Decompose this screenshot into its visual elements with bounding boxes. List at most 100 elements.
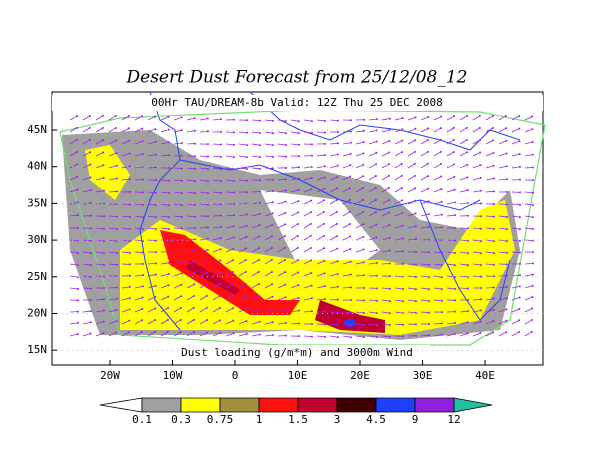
wind-arrow bbox=[186, 179, 195, 182]
wind-arrow bbox=[238, 295, 247, 301]
wind-arrow bbox=[147, 319, 156, 325]
wind-arrow bbox=[186, 272, 195, 277]
wind-arrow-head bbox=[388, 117, 391, 120]
wind-arrow bbox=[264, 334, 273, 337]
wind-arrow-head bbox=[479, 309, 482, 312]
wind-arrow bbox=[446, 151, 455, 157]
wind-arrow-head bbox=[349, 273, 352, 276]
wind-arrow-head bbox=[101, 114, 104, 117]
wind-arrow-head bbox=[362, 163, 365, 166]
wind-arrow-head bbox=[349, 164, 352, 167]
wind-arrow bbox=[316, 235, 325, 241]
wind-arrow bbox=[82, 310, 91, 313]
wind-arrow bbox=[82, 115, 91, 121]
wind-arrow-head bbox=[336, 187, 339, 190]
wind-arrow-head bbox=[271, 295, 274, 298]
wind-arrow-head bbox=[284, 309, 287, 312]
wind-arrow-head bbox=[114, 114, 117, 117]
wind-arrow-head bbox=[479, 331, 482, 334]
wind-arrow bbox=[446, 251, 455, 254]
wind-arrow-head bbox=[205, 283, 208, 286]
colorbar-segment bbox=[141, 397, 182, 413]
wind-arrow bbox=[394, 175, 403, 181]
wind-arrow-head bbox=[505, 228, 508, 231]
wind-arrow bbox=[199, 179, 208, 182]
wind-arrow bbox=[420, 163, 429, 169]
wind-arrow bbox=[121, 215, 130, 218]
wind-arrow bbox=[121, 320, 130, 325]
wind-arrow bbox=[394, 311, 403, 314]
wind-arrow bbox=[199, 118, 208, 121]
wind-arrow-head bbox=[362, 175, 365, 178]
wind-arrow bbox=[303, 177, 312, 181]
wind-arrow-head bbox=[310, 271, 313, 274]
wind-arrow bbox=[134, 308, 143, 313]
wind-arrow bbox=[433, 251, 443, 254]
wind-arrow-head bbox=[128, 274, 131, 277]
wind-arrow-head bbox=[76, 251, 79, 254]
wind-arrow bbox=[459, 139, 468, 145]
wind-arrow-head bbox=[375, 249, 378, 252]
wind-arrow-head bbox=[102, 189, 105, 192]
wind-arrow-head bbox=[193, 331, 196, 334]
wind-arrow bbox=[485, 298, 494, 301]
wind-arrow-head bbox=[492, 252, 495, 255]
wind-arrow bbox=[264, 283, 273, 289]
wind-arrow bbox=[407, 200, 416, 205]
wind-arrow-head bbox=[505, 251, 508, 254]
wind-arrow bbox=[160, 191, 169, 194]
wind-arrow bbox=[69, 214, 78, 217]
wind-arrow bbox=[199, 191, 208, 194]
wind-arrow bbox=[108, 251, 117, 254]
wind-arrow bbox=[238, 155, 247, 158]
wind-arrow-head bbox=[414, 139, 417, 142]
wind-arrow-head bbox=[492, 320, 495, 323]
wind-arrow-head bbox=[388, 140, 391, 143]
wind-arrow-head bbox=[128, 263, 131, 266]
wind-arrow-head bbox=[245, 119, 248, 122]
wind-arrow bbox=[472, 263, 481, 266]
wind-arrow-head bbox=[375, 118, 378, 121]
wind-arrow bbox=[420, 188, 429, 193]
wind-arrow bbox=[433, 188, 442, 193]
wind-arrow-head bbox=[284, 200, 287, 203]
wind-arrow-head bbox=[101, 139, 104, 142]
wind-arrow-head bbox=[427, 263, 430, 266]
wind-arrow bbox=[433, 151, 442, 157]
wind-arrow bbox=[290, 323, 300, 325]
wind-arrow bbox=[134, 297, 143, 301]
wind-arrow-head bbox=[335, 210, 338, 213]
wind-arrow bbox=[212, 191, 221, 194]
wind-arrow-head bbox=[128, 285, 131, 288]
wind-arrow bbox=[69, 322, 78, 325]
wind-arrow bbox=[290, 212, 299, 217]
wind-arrow bbox=[316, 260, 325, 265]
wind-arrow bbox=[420, 334, 430, 337]
wind-arrow bbox=[121, 239, 130, 242]
wind-arrow bbox=[329, 273, 338, 277]
wind-arrow bbox=[368, 224, 377, 229]
wind-arrow bbox=[524, 274, 533, 277]
wind-arrow bbox=[264, 247, 273, 253]
wind-arrow-head bbox=[179, 318, 182, 321]
wind-arrow-head bbox=[154, 262, 157, 265]
wind-arrow-head bbox=[401, 224, 404, 227]
wind-arrow-head bbox=[179, 306, 182, 309]
wind-arrow-head bbox=[323, 154, 326, 157]
wind-arrow bbox=[498, 215, 507, 218]
wind-arrow bbox=[251, 283, 260, 289]
wind-arrow bbox=[316, 188, 325, 193]
wind-arrow bbox=[316, 335, 325, 338]
wind-arrow bbox=[264, 190, 273, 193]
wind-arrow-head bbox=[167, 204, 170, 207]
wind-arrow-head bbox=[76, 333, 79, 336]
wind-arrow-head bbox=[518, 165, 521, 168]
wind-arrow-head bbox=[231, 282, 234, 285]
wind-arrow-head bbox=[362, 223, 365, 226]
wind-arrow bbox=[355, 299, 365, 301]
wind-arrow-head bbox=[531, 153, 534, 156]
wind-arrow bbox=[368, 323, 377, 326]
wind-arrow bbox=[95, 190, 104, 193]
wind-arrow bbox=[82, 251, 91, 254]
wind-arrow bbox=[186, 215, 196, 218]
